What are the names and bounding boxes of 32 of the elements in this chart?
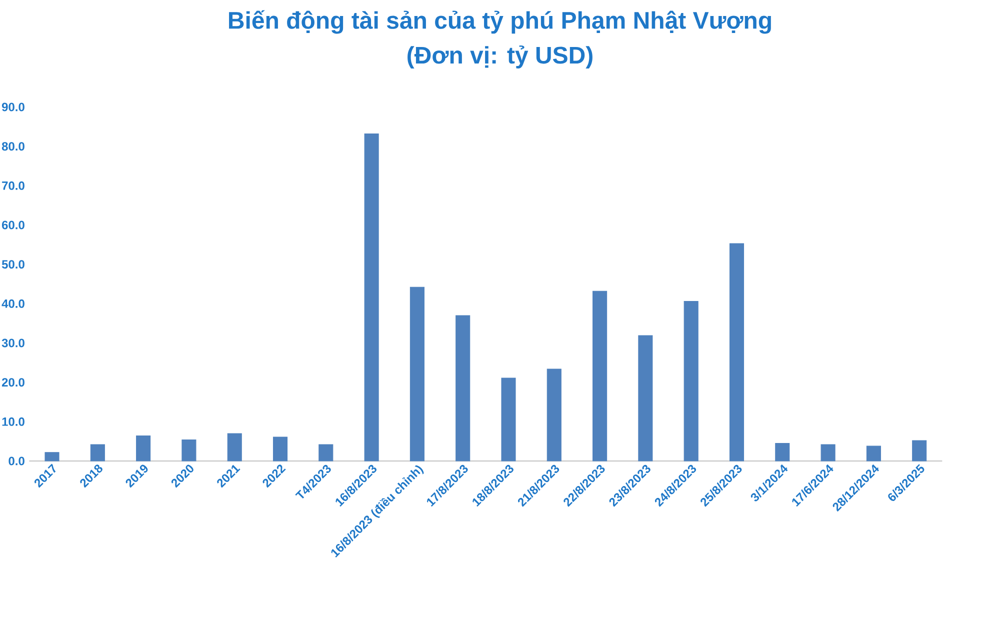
bar xyxy=(272,436,288,462)
bar xyxy=(729,243,744,462)
chart-subtitle: (Đơn vị: tỷ USD) xyxy=(408,46,592,68)
bar xyxy=(44,452,60,462)
bar xyxy=(318,444,334,462)
bar xyxy=(364,133,379,462)
chart-title: Biến động tài sản của tỷ phú Phạm Nhật Vượng xyxy=(229,10,771,34)
y-tick-label: 80.0 xyxy=(2,142,24,151)
bar xyxy=(684,301,698,462)
bar xyxy=(227,433,242,462)
y-tick-label: 60.0 xyxy=(2,220,24,230)
bar xyxy=(546,368,562,462)
bar xyxy=(410,286,424,462)
bar xyxy=(592,290,608,462)
bar xyxy=(501,378,516,462)
bar xyxy=(136,436,151,462)
y-tick-label: 0.0 xyxy=(8,456,24,466)
y-tick-label: 30.0 xyxy=(2,338,24,348)
bar xyxy=(912,440,927,462)
y-tick-label: 40.0 xyxy=(2,299,24,308)
bar xyxy=(456,315,470,462)
y-tick-label: 90.0 xyxy=(2,102,24,112)
y-tick-label: 70.0 xyxy=(2,181,24,190)
bar xyxy=(820,444,836,462)
y-tick-label: 50.0 xyxy=(2,260,24,269)
bar xyxy=(638,335,653,462)
y-tick-label: 20.0 xyxy=(2,378,24,387)
bar xyxy=(182,439,196,462)
y-tick-label: 10.0 xyxy=(2,417,24,426)
bar xyxy=(866,446,881,462)
bar xyxy=(775,443,790,462)
bar xyxy=(90,444,105,462)
